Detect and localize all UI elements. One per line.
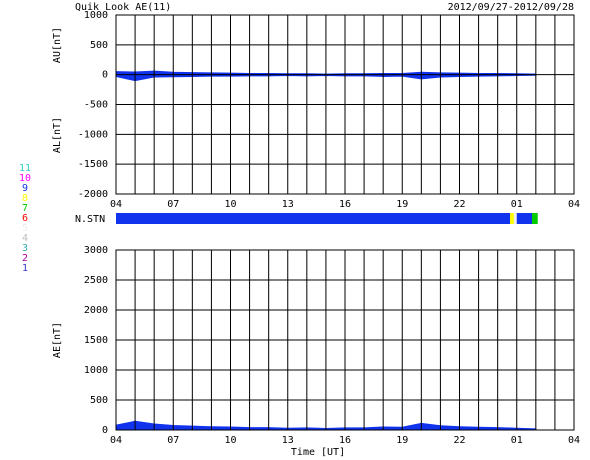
x-tick-label: 22	[453, 199, 465, 210]
status-label: N.STN	[75, 214, 105, 225]
plot-frame	[115, 249, 575, 431]
area	[115, 420, 537, 431]
y-tick-label: 2000	[84, 305, 108, 316]
chart-title: Quik Look AE(11)	[75, 2, 171, 13]
x-tick-label: 04	[110, 435, 122, 446]
level-legend: 2	[22, 253, 28, 264]
station-segment	[516, 213, 533, 224]
y-tick-label: -1500	[78, 159, 108, 170]
y-tick-label: -2000	[78, 189, 108, 200]
area	[115, 70, 537, 76]
x-tick-label: 13	[282, 435, 294, 446]
level-legend: 1	[22, 263, 28, 274]
level-legend: 7	[22, 203, 28, 214]
chart-date: 2012/09/27-2012/09/28	[448, 2, 574, 13]
level-legend: 4	[22, 233, 28, 244]
level-legend: 3	[22, 243, 28, 254]
x-tick-label: 07	[167, 199, 179, 210]
y-tick-label: -1000	[78, 129, 108, 140]
x-tick-label: 04	[568, 435, 580, 446]
x-axis-label: Time [UT]	[291, 447, 345, 458]
y-axis-label: AL[nT]	[52, 117, 63, 153]
y-tick-label: -500	[84, 100, 108, 111]
x-tick-label: 01	[511, 435, 523, 446]
y-tick-label: 500	[90, 395, 108, 406]
x-tick-label: 22	[453, 435, 465, 446]
x-tick-label: 16	[339, 199, 351, 210]
plot-frame	[115, 14, 575, 195]
station-segment	[510, 213, 514, 224]
x-tick-label: 04	[110, 199, 122, 210]
y-tick-label: 2500	[84, 275, 108, 286]
x-tick-label: 10	[224, 199, 236, 210]
x-tick-label: 19	[396, 199, 408, 210]
y-tick-label: 1500	[84, 335, 108, 346]
y-tick-label: 0	[102, 425, 108, 436]
x-tick-label: 01	[511, 199, 523, 210]
y-axis-label: AE[nT]	[52, 322, 63, 358]
station-segment	[513, 213, 517, 224]
station-segment	[532, 213, 538, 224]
level-legend: 5	[22, 223, 28, 234]
x-tick-label: 16	[339, 435, 351, 446]
level-legend: 8	[22, 193, 28, 204]
level-legend: 9	[22, 183, 28, 194]
area	[115, 74, 537, 82]
x-tick-label: 19	[396, 435, 408, 446]
y-tick-label: 0	[102, 70, 108, 81]
x-tick-label: 13	[282, 199, 294, 210]
level-legend: 10	[19, 173, 31, 184]
y-tick-label: 500	[90, 40, 108, 51]
y-tick-label: 1000	[84, 10, 108, 21]
x-tick-label: 10	[224, 435, 236, 446]
y-tick-label: 1000	[84, 365, 108, 376]
x-tick-label: 04	[568, 199, 580, 210]
x-tick-label: 07	[167, 435, 179, 446]
y-axis-label: AU[nT]	[52, 27, 63, 63]
level-legend: 11	[19, 163, 31, 174]
y-tick-label: 3000	[84, 245, 108, 256]
level-legend: 6	[22, 213, 28, 224]
station-segment	[116, 213, 511, 224]
